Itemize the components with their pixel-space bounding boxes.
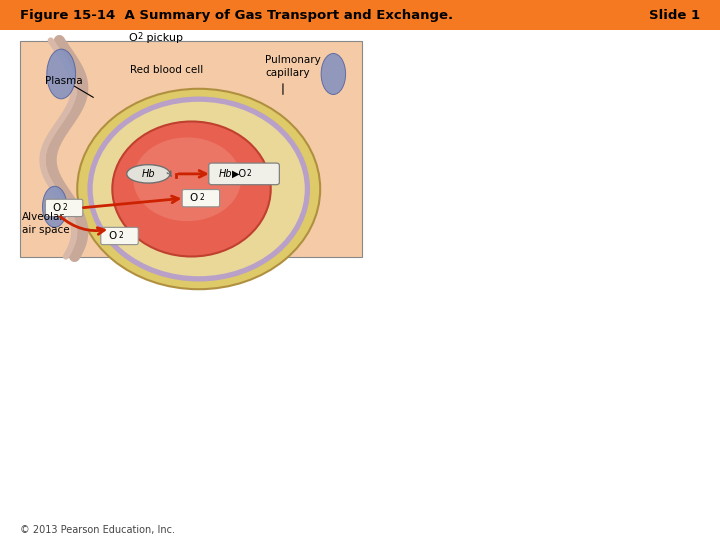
Text: Alveolar
air space: Alveolar air space <box>22 212 69 234</box>
Text: ▶O: ▶O <box>232 169 247 179</box>
Text: Hb: Hb <box>142 169 155 179</box>
Text: Red blood cell: Red blood cell <box>130 65 203 75</box>
Text: O: O <box>53 203 60 213</box>
FancyBboxPatch shape <box>209 163 279 185</box>
Text: 2: 2 <box>63 203 68 212</box>
Text: 2: 2 <box>247 169 252 178</box>
Text: © 2013 Pearson Education, Inc.: © 2013 Pearson Education, Inc. <box>20 525 175 535</box>
Ellipse shape <box>133 137 241 221</box>
Ellipse shape <box>90 99 307 279</box>
Ellipse shape <box>77 89 320 289</box>
Text: Slide 1: Slide 1 <box>649 9 700 22</box>
Text: 2: 2 <box>199 193 204 202</box>
Text: 2: 2 <box>118 231 123 240</box>
FancyBboxPatch shape <box>0 0 720 30</box>
Text: O: O <box>189 193 197 203</box>
Text: O: O <box>128 33 137 43</box>
Text: Pulmonary
capillary: Pulmonary capillary <box>265 55 320 78</box>
Text: O: O <box>108 231 116 241</box>
Text: Plasma: Plasma <box>45 76 82 86</box>
Text: 2: 2 <box>138 32 143 42</box>
Ellipse shape <box>47 49 76 99</box>
FancyBboxPatch shape <box>45 199 83 217</box>
Text: Figure 15-14  A Summary of Gas Transport and Exchange.: Figure 15-14 A Summary of Gas Transport … <box>20 9 454 22</box>
Text: Hb: Hb <box>219 169 233 179</box>
Ellipse shape <box>321 53 346 94</box>
Ellipse shape <box>112 122 271 256</box>
FancyBboxPatch shape <box>182 190 220 207</box>
FancyBboxPatch shape <box>101 227 138 245</box>
Ellipse shape <box>127 165 170 183</box>
Ellipse shape <box>42 186 67 227</box>
Text: pickup: pickup <box>143 33 183 43</box>
FancyBboxPatch shape <box>20 40 362 256</box>
